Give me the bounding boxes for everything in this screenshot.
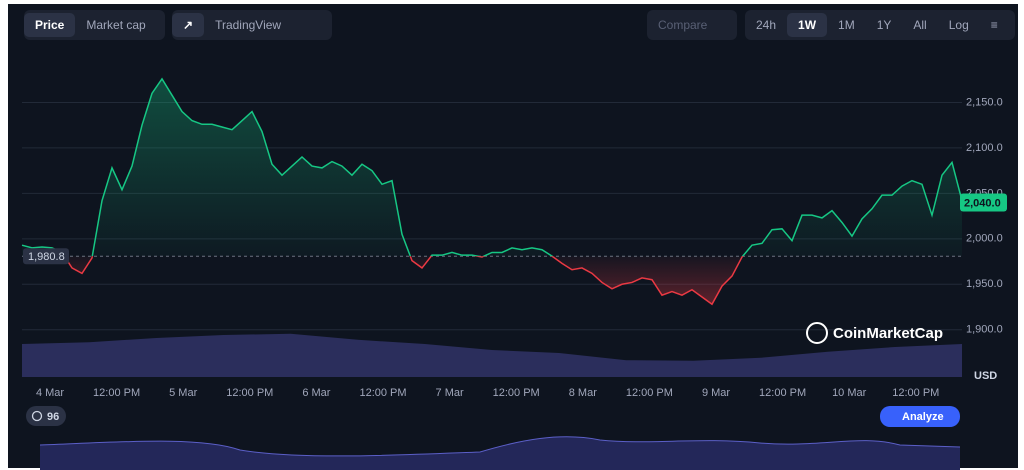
x-tick-label: 12:00 PM (226, 387, 273, 399)
current-label-box (960, 193, 1007, 212)
analyze-button[interactable] (880, 406, 960, 427)
line-up (21, 77, 963, 257)
y-tick-label: 2,000.0 (966, 233, 1003, 245)
price-tabs: Price Market cap (24, 10, 165, 40)
x-tick-label: 7 Mar (436, 387, 464, 399)
tab[interactable]: 1M (838, 18, 855, 32)
baseline-label: 1,980.8 (28, 251, 65, 263)
tab[interactable]: Price (24, 13, 76, 37)
range-tabs: 24h 1W 1M 1Y All Log ≡ (745, 10, 1015, 40)
x-tick-label: 8 Mar (569, 387, 597, 399)
compare-text: Compare (658, 18, 708, 32)
x-tick-label: 12:00 PM (626, 387, 673, 399)
x-tick-label: 6 Mar (302, 387, 330, 399)
navigator-area (40, 436, 960, 470)
x-tick-label: 12:00 PM (759, 387, 806, 399)
chart-tabs: ↗ TradingView (172, 10, 332, 40)
tab[interactable]: Log (948, 18, 969, 32)
x-tick-label: 12:00 PM (359, 387, 406, 399)
tab[interactable]: Market cap (86, 18, 146, 32)
current-label: 2,040.0 (964, 197, 1001, 209)
x-tick-label: 5 Mar (169, 387, 197, 399)
x-tick-label: 4 Mar (36, 387, 64, 399)
watermark: CoinMarketCap (833, 325, 943, 342)
x-tick-label: 9 Mar (702, 387, 730, 399)
currency-label: USD (974, 370, 997, 382)
baseline-label-box (23, 248, 69, 265)
y-tick-label: 2,100.0 (966, 142, 1003, 154)
volume-area (22, 333, 962, 377)
line-icon[interactable]: ↗ (172, 13, 205, 37)
badge-text: 96 (47, 411, 59, 423)
area-down (22, 256, 962, 305)
clock-icon (31, 410, 43, 422)
y-tick-label: 2,150.0 (966, 96, 1003, 108)
tab[interactable]: TradingView (215, 18, 282, 32)
tab[interactable]: 1Y (876, 18, 892, 32)
analyze-text: Analyze (902, 411, 944, 423)
tab[interactable]: ≡ (990, 18, 998, 32)
navigator-line (39, 436, 961, 457)
tab[interactable]: 24h (756, 18, 777, 32)
compare[interactable]: Compare (647, 10, 737, 40)
logo (806, 322, 828, 344)
y-tick-label: 1,900.0 (966, 324, 1003, 336)
x-tick-label: 12:00 PM (892, 387, 939, 399)
x-tick-label: 10 Mar (832, 387, 867, 399)
tab[interactable]: All (913, 18, 927, 32)
y-tick-label: 1,950.0 (966, 278, 1003, 290)
x-tick-label: 12:00 PM (493, 387, 540, 399)
tab[interactable]: 1W (787, 13, 828, 37)
x-tick-label: 12:00 PM (93, 387, 140, 399)
